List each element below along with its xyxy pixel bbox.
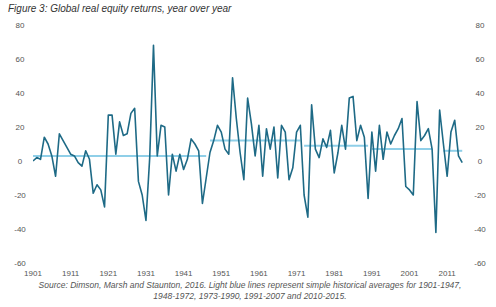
y-tick-label: 20 xyxy=(16,123,25,132)
x-tick-label: 1961 xyxy=(250,269,268,278)
x-tick-label: 1981 xyxy=(325,269,343,278)
x-tick-label: 2011 xyxy=(439,269,457,278)
x-tick-label: 1941 xyxy=(175,269,193,278)
average-line xyxy=(443,150,462,152)
x-tick-label: 2001 xyxy=(401,269,419,278)
y-tick-label: 80 xyxy=(16,21,25,30)
y2-tick-label: 20 xyxy=(476,123,485,132)
y2-tick-label: 40 xyxy=(476,89,485,98)
y-tick-label: 0 xyxy=(18,157,23,166)
x-tick-label: 1991 xyxy=(363,269,381,278)
x-tick-label: 1971 xyxy=(288,269,306,278)
source-note: Source: Dimson, Marsh and Staunton, 2016… xyxy=(30,280,470,302)
x-tick-label: 1931 xyxy=(137,269,155,278)
y-tick-label: 40 xyxy=(16,89,25,98)
x-tick-label: 1921 xyxy=(99,269,117,278)
returns-line xyxy=(33,45,462,232)
y2-tick-label: -60 xyxy=(474,259,486,268)
x-tick-label: 1901 xyxy=(24,269,42,278)
x-tick-label: 1911 xyxy=(62,269,80,278)
y-tick-label: -40 xyxy=(14,225,26,234)
x-tick-label: 1951 xyxy=(212,269,230,278)
y-tick-label: -60 xyxy=(14,259,26,268)
chart: Figure 3: Global real equity returns, ye… xyxy=(0,0,496,307)
y2-tick-label: 80 xyxy=(476,21,485,30)
y2-tick-label: 0 xyxy=(478,157,483,166)
y2-tick-label: -20 xyxy=(474,191,486,200)
y-tick-label: -20 xyxy=(14,191,26,200)
average-line xyxy=(372,148,432,150)
y2-tick-label: 60 xyxy=(476,55,485,64)
y2-tick-label: -40 xyxy=(474,225,486,234)
average-line xyxy=(304,145,368,147)
y-tick-label: 60 xyxy=(16,55,25,64)
title: Figure 3: Global real equity returns, ye… xyxy=(8,3,232,14)
plot-area xyxy=(33,45,462,232)
